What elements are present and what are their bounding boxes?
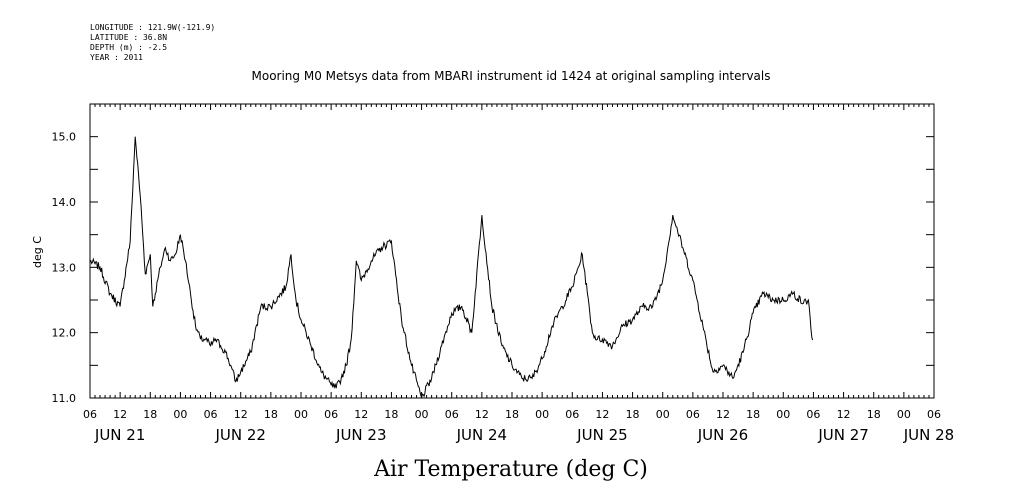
- day-label: JUN 23: [335, 426, 386, 444]
- day-label: JUN 21: [94, 426, 145, 444]
- y-tick-labels: 11.0 12.0 13.0 14.0 15.0: [52, 131, 77, 405]
- meta-longitude: LONGITUDE : 121.9W(-121.9): [90, 23, 215, 32]
- meta-year: YEAR : 2011: [90, 53, 143, 62]
- y-axis-label: deg C: [31, 236, 44, 268]
- y-tick-label: 13.0: [52, 261, 77, 274]
- day-label: JUN 22: [214, 426, 265, 444]
- x-tick-label: 00: [656, 408, 670, 421]
- x-tick-label: 18: [384, 408, 398, 421]
- x-tick-label: 18: [746, 408, 760, 421]
- x-tick-label: 12: [475, 408, 489, 421]
- x-tick-label: 00: [776, 408, 790, 421]
- x-tick-label: 12: [354, 408, 368, 421]
- x-tick-label: 06: [83, 408, 97, 421]
- y-tick-label: 11.0: [52, 392, 77, 405]
- x-tick-label: 00: [897, 408, 911, 421]
- series-line-air-temperature: [89, 136, 814, 399]
- x-tick-label: 06: [686, 408, 700, 421]
- x-tick-label: 00: [415, 408, 429, 421]
- x-tick-label: 18: [143, 408, 157, 421]
- day-label: JUN 26: [697, 426, 748, 444]
- x-tick-label: 18: [867, 408, 881, 421]
- x-tick-label: 18: [264, 408, 278, 421]
- x-tick-label: 00: [535, 408, 549, 421]
- x-tick-label: 12: [234, 408, 248, 421]
- axis-ticks: [89, 103, 935, 399]
- plot-frame: [89, 103, 935, 399]
- y-tick-label: 12.0: [52, 327, 77, 340]
- x-tick-label: 06: [445, 408, 459, 421]
- chart-title: Mooring M0 Metsys data from MBARI instru…: [252, 69, 771, 83]
- x-tick-label: 06: [565, 408, 579, 421]
- x-tick-labels: 06 12 18 00 06 12 18 00 06 12 18 00 06 12 18 00 06 12 18 00…: [83, 408, 941, 421]
- x-axis-label: Air Temperature (deg C): [373, 457, 648, 482]
- x-tick-label: 12: [716, 408, 730, 421]
- x-tick-label: 12: [837, 408, 851, 421]
- x-tick-label: 06: [927, 408, 941, 421]
- day-label: JUN 27: [817, 426, 868, 444]
- meta-latitude: LATITUDE : 36.8N: [90, 33, 167, 42]
- x-tick-label: 18: [505, 408, 519, 421]
- x-tick-label: 06: [324, 408, 338, 421]
- day-label: JUN 28: [903, 426, 954, 444]
- x-tick-label: 06: [204, 408, 218, 421]
- x-tick-label: 12: [113, 408, 127, 421]
- day-label: JUN 24: [456, 426, 507, 444]
- meta-depth: DEPTH (m) : -2.5: [90, 43, 167, 52]
- day-label: JUN 25: [576, 426, 627, 444]
- x-tick-label: 12: [595, 408, 609, 421]
- x-tick-label: 00: [173, 408, 187, 421]
- y-tick-label: 14.0: [52, 196, 77, 209]
- x-tick-label: 06: [806, 408, 820, 421]
- y-tick-label: 15.0: [52, 131, 77, 144]
- day-labels: JUN 21 JUN 22 JUN 23 JUN 24 JUN 25 JUN 26 JUN …: [94, 426, 954, 444]
- x-tick-label: 18: [626, 408, 640, 421]
- x-tick-label: 00: [294, 408, 308, 421]
